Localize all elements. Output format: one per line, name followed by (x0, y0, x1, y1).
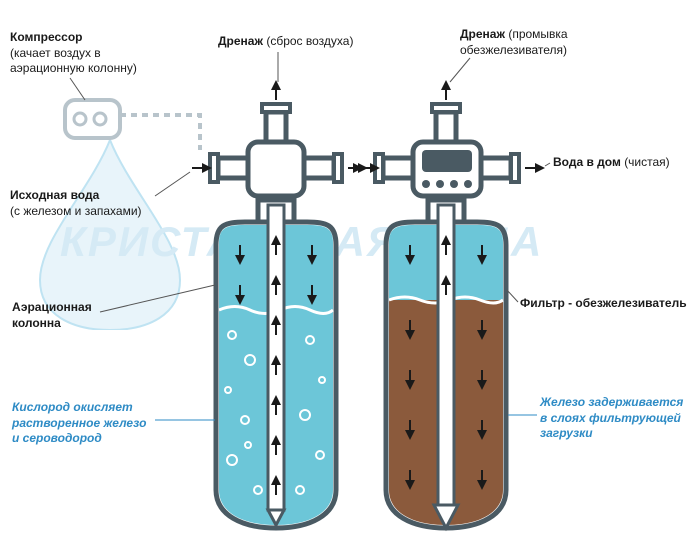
iron-filter-tank (386, 200, 506, 528)
compressor-icon (65, 100, 200, 150)
water-treatment-diagram (0, 0, 700, 552)
valve-left (192, 85, 363, 196)
pointer-compressor (70, 78, 85, 100)
aeration-tank (216, 200, 336, 528)
pointer-water-out (545, 163, 550, 166)
pointer-filter (507, 290, 518, 302)
pointer-source (155, 172, 190, 196)
pointer-drain2 (450, 58, 470, 82)
valve-right (358, 85, 540, 196)
pointer-aeration (100, 285, 215, 312)
